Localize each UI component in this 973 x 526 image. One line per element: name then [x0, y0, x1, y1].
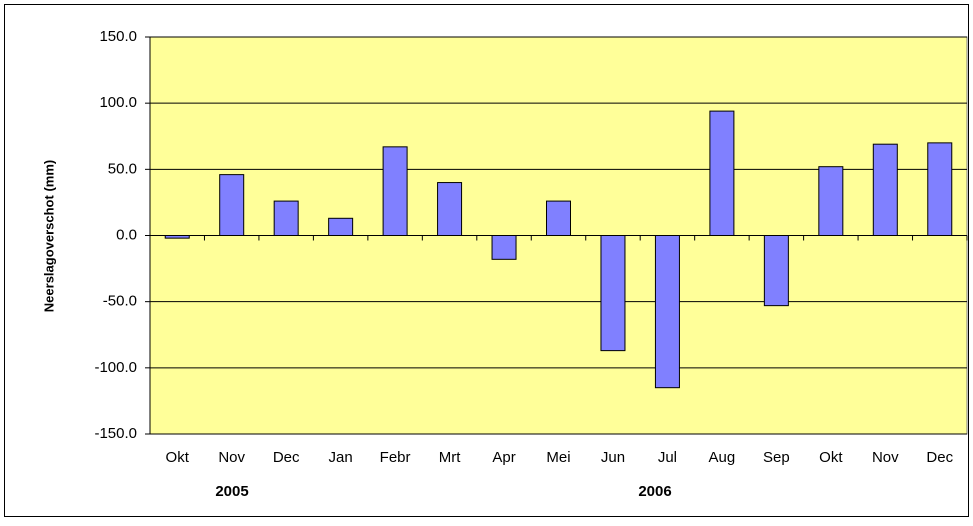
x-tick-label: Aug [709, 449, 736, 466]
bar [328, 217, 354, 236]
x-tick-label: Jul [658, 449, 677, 466]
bar [818, 166, 844, 236]
bar [872, 143, 898, 236]
bar [219, 174, 245, 236]
bar [709, 110, 735, 236]
y-tick-label: 50.0 [108, 160, 137, 177]
y-axis-label: Neerslagoverschot (mm) [41, 160, 56, 312]
x-tick-label: Mei [546, 449, 570, 466]
x-tick-label: Okt [819, 449, 843, 466]
y-tick-label: -50.0 [103, 293, 137, 310]
bar [491, 235, 517, 260]
x-tick-label: Nov [872, 449, 899, 466]
bar [382, 146, 408, 236]
y-tick-label: -100.0 [94, 359, 137, 376]
x-tick-label: Dec [273, 449, 300, 466]
x-tick-label: Febr [380, 449, 411, 466]
bar [600, 235, 626, 352]
y-tick-label: -150.0 [94, 425, 137, 442]
x-tick-label: Okt [166, 449, 190, 466]
x-tick-label: Jun [601, 449, 625, 466]
year-label: 2005 [215, 483, 248, 500]
y-tick-label: 0.0 [116, 226, 137, 243]
bar [273, 200, 299, 237]
x-tick-label: Jan [329, 449, 353, 466]
y-tick-label: 100.0 [99, 94, 137, 111]
bar [437, 182, 463, 236]
bar [927, 142, 953, 236]
x-tick-label: Dec [926, 449, 953, 466]
x-tick-label: Sep [763, 449, 790, 466]
x-tick-label: Apr [492, 449, 515, 466]
bar [763, 235, 789, 307]
year-label: 2006 [638, 483, 671, 500]
bar [654, 235, 680, 389]
x-tick-label: Mrt [439, 449, 461, 466]
x-tick-label: Nov [218, 449, 245, 466]
bar [546, 200, 571, 237]
y-tick-label: 150.0 [99, 28, 137, 45]
